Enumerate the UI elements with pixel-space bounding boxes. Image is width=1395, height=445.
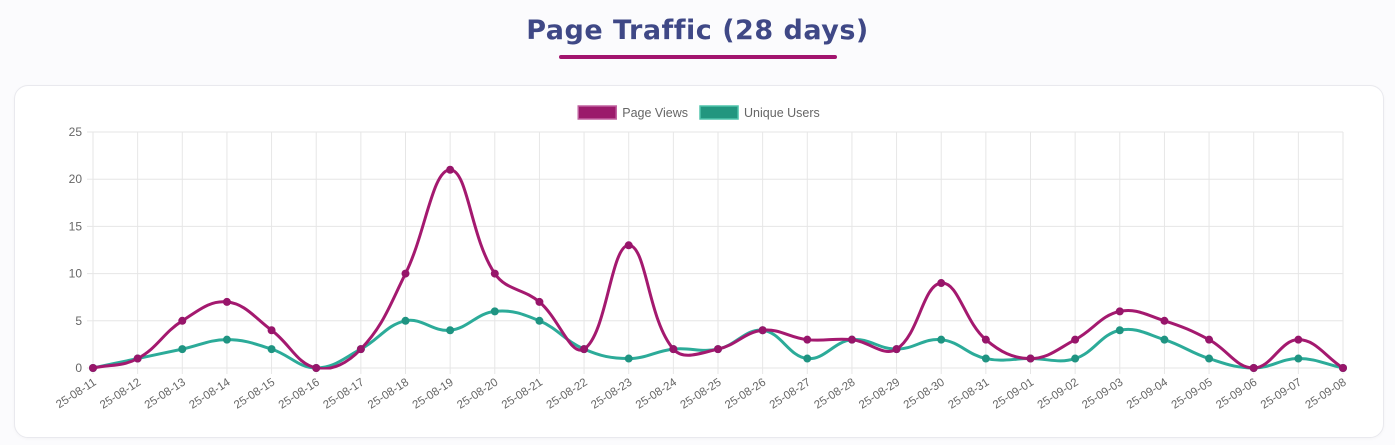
- data-point[interactable]: [1026, 354, 1035, 363]
- x-tick-label: 25-08-17: [321, 376, 366, 411]
- legend-swatch: [699, 105, 739, 120]
- data-point[interactable]: [1115, 326, 1124, 335]
- x-tick-label: 25-09-02: [1036, 376, 1081, 411]
- data-point[interactable]: [892, 345, 901, 354]
- data-point[interactable]: [669, 345, 678, 354]
- data-point[interactable]: [803, 335, 812, 344]
- data-point[interactable]: [267, 326, 276, 335]
- data-point[interactable]: [758, 326, 767, 335]
- data-point[interactable]: [401, 269, 410, 278]
- axis-ticks: [87, 131, 1344, 374]
- x-tick-label: 25-08-12: [98, 376, 143, 411]
- x-tick-label: 25-09-07: [1259, 376, 1304, 411]
- data-point[interactable]: [446, 165, 455, 174]
- y-tick-label: 10: [69, 267, 83, 281]
- legend-item-unique-users[interactable]: Unique Users: [699, 105, 820, 120]
- data-point[interactable]: [1071, 335, 1080, 344]
- data-point[interactable]: [490, 307, 499, 316]
- data-point[interactable]: [803, 354, 812, 363]
- x-tick-label: 25-08-21: [500, 376, 545, 411]
- data-point[interactable]: [1205, 335, 1214, 344]
- data-point[interactable]: [490, 269, 499, 278]
- data-point[interactable]: [89, 364, 97, 372]
- x-tick-label: 25-08-14: [187, 376, 233, 411]
- data-point[interactable]: [1205, 354, 1214, 363]
- data-point[interactable]: [981, 335, 990, 344]
- grid-lines: [92, 131, 1344, 369]
- data-point[interactable]: [981, 354, 990, 363]
- data-point[interactable]: [222, 335, 231, 344]
- x-tick-label: 25-08-11: [54, 376, 98, 411]
- data-point[interactable]: [222, 297, 231, 306]
- y-tick-label: 0: [75, 361, 82, 375]
- data-point[interactable]: [937, 279, 946, 288]
- data-point[interactable]: [847, 335, 856, 344]
- x-tick-label: 25-08-13: [143, 376, 188, 411]
- data-point[interactable]: [178, 316, 187, 325]
- data-point[interactable]: [1160, 335, 1169, 344]
- x-tick-label: 25-08-22: [545, 376, 590, 411]
- data-point[interactable]: [1339, 364, 1347, 372]
- x-tick-label: 25-08-24: [634, 376, 680, 411]
- x-tick-label: 25-09-06: [1214, 376, 1259, 411]
- legend-label: Page Views: [622, 106, 688, 120]
- data-point[interactable]: [267, 345, 276, 354]
- traffic-chart-card: 0 5 10 15 20 25 25-08-11 25-08-12 25-08-13 25-08-…: [14, 85, 1384, 438]
- data-point[interactable]: [580, 345, 589, 354]
- y-tick-label: 20: [69, 172, 83, 186]
- data-point[interactable]: [1115, 307, 1124, 316]
- legend-label: Unique Users: [744, 106, 820, 120]
- data-point[interactable]: [312, 364, 321, 372]
- data-point[interactable]: [1071, 354, 1080, 363]
- x-tick-label: 25-08-28: [812, 376, 857, 411]
- data-point[interactable]: [1160, 316, 1169, 325]
- data-point[interactable]: [401, 316, 410, 325]
- data-point[interactable]: [1249, 364, 1258, 372]
- x-tick-label: 25-08-27: [768, 376, 813, 411]
- x-tick-label: 25-08-20: [455, 376, 500, 411]
- x-tick-label: 25-09-03: [1080, 376, 1125, 411]
- x-tick-label: 25-09-01: [991, 376, 1036, 411]
- data-point[interactable]: [1294, 335, 1303, 344]
- y-tick-label: 25: [69, 125, 83, 139]
- x-tick-label: 25-08-26: [723, 376, 768, 411]
- y-tick-label: 15: [69, 219, 83, 233]
- data-point[interactable]: [178, 345, 187, 354]
- data-point[interactable]: [535, 297, 544, 306]
- legend-item-page-views[interactable]: Page Views: [577, 105, 688, 120]
- series-page-views: [89, 165, 1347, 372]
- title-underline: [558, 55, 837, 59]
- data-point[interactable]: [624, 241, 633, 250]
- data-point[interactable]: [624, 354, 633, 363]
- data-point[interactable]: [1294, 354, 1303, 363]
- x-tick-label: 25-08-25: [678, 376, 723, 411]
- page-header: Page Traffic (28 days): [0, 0, 1395, 59]
- data-point[interactable]: [535, 316, 544, 325]
- data-point[interactable]: [937, 335, 946, 344]
- x-tick-label: 25-09-04: [1125, 376, 1171, 411]
- x-tick-label: 25-08-16: [277, 376, 322, 411]
- data-point[interactable]: [714, 345, 722, 354]
- data-point[interactable]: [133, 354, 142, 363]
- x-tick-label: 25-08-19: [411, 376, 456, 411]
- x-tick-label: 25-08-15: [232, 376, 277, 411]
- x-tick-label: 25-08-23: [589, 376, 634, 411]
- x-tick-label: 25-09-08: [1303, 376, 1348, 411]
- legend-swatch: [577, 105, 617, 120]
- x-tick-label: 25-08-29: [857, 376, 902, 411]
- x-tick-label: 25-08-18: [366, 376, 411, 411]
- page-title: Page Traffic (28 days): [526, 15, 869, 46]
- x-tick-label: 25-08-30: [902, 376, 947, 411]
- data-point[interactable]: [446, 326, 455, 335]
- chart-legend: Page Views Unique Users: [577, 105, 820, 120]
- data-point[interactable]: [356, 345, 365, 354]
- y-tick-label: 5: [75, 314, 82, 328]
- x-tick-label: 25-09-05: [1170, 376, 1215, 411]
- x-tick-label: 25-08-31: [946, 376, 991, 411]
